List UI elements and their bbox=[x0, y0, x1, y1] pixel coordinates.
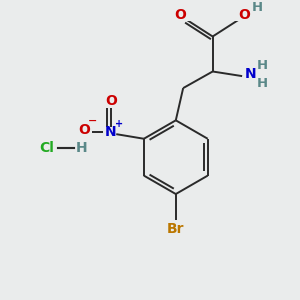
Text: O: O bbox=[105, 94, 117, 108]
Text: O: O bbox=[78, 124, 90, 137]
Text: H: H bbox=[76, 141, 88, 155]
Text: N: N bbox=[244, 67, 256, 81]
Text: H: H bbox=[251, 1, 262, 13]
Text: N: N bbox=[105, 125, 116, 139]
Text: +: + bbox=[115, 119, 123, 129]
Text: H: H bbox=[257, 58, 268, 72]
Text: H: H bbox=[257, 77, 268, 90]
Text: O: O bbox=[238, 8, 250, 22]
Text: O: O bbox=[175, 8, 186, 22]
Text: −: − bbox=[88, 116, 97, 126]
Text: Br: Br bbox=[167, 222, 184, 236]
Text: Cl: Cl bbox=[39, 141, 54, 155]
